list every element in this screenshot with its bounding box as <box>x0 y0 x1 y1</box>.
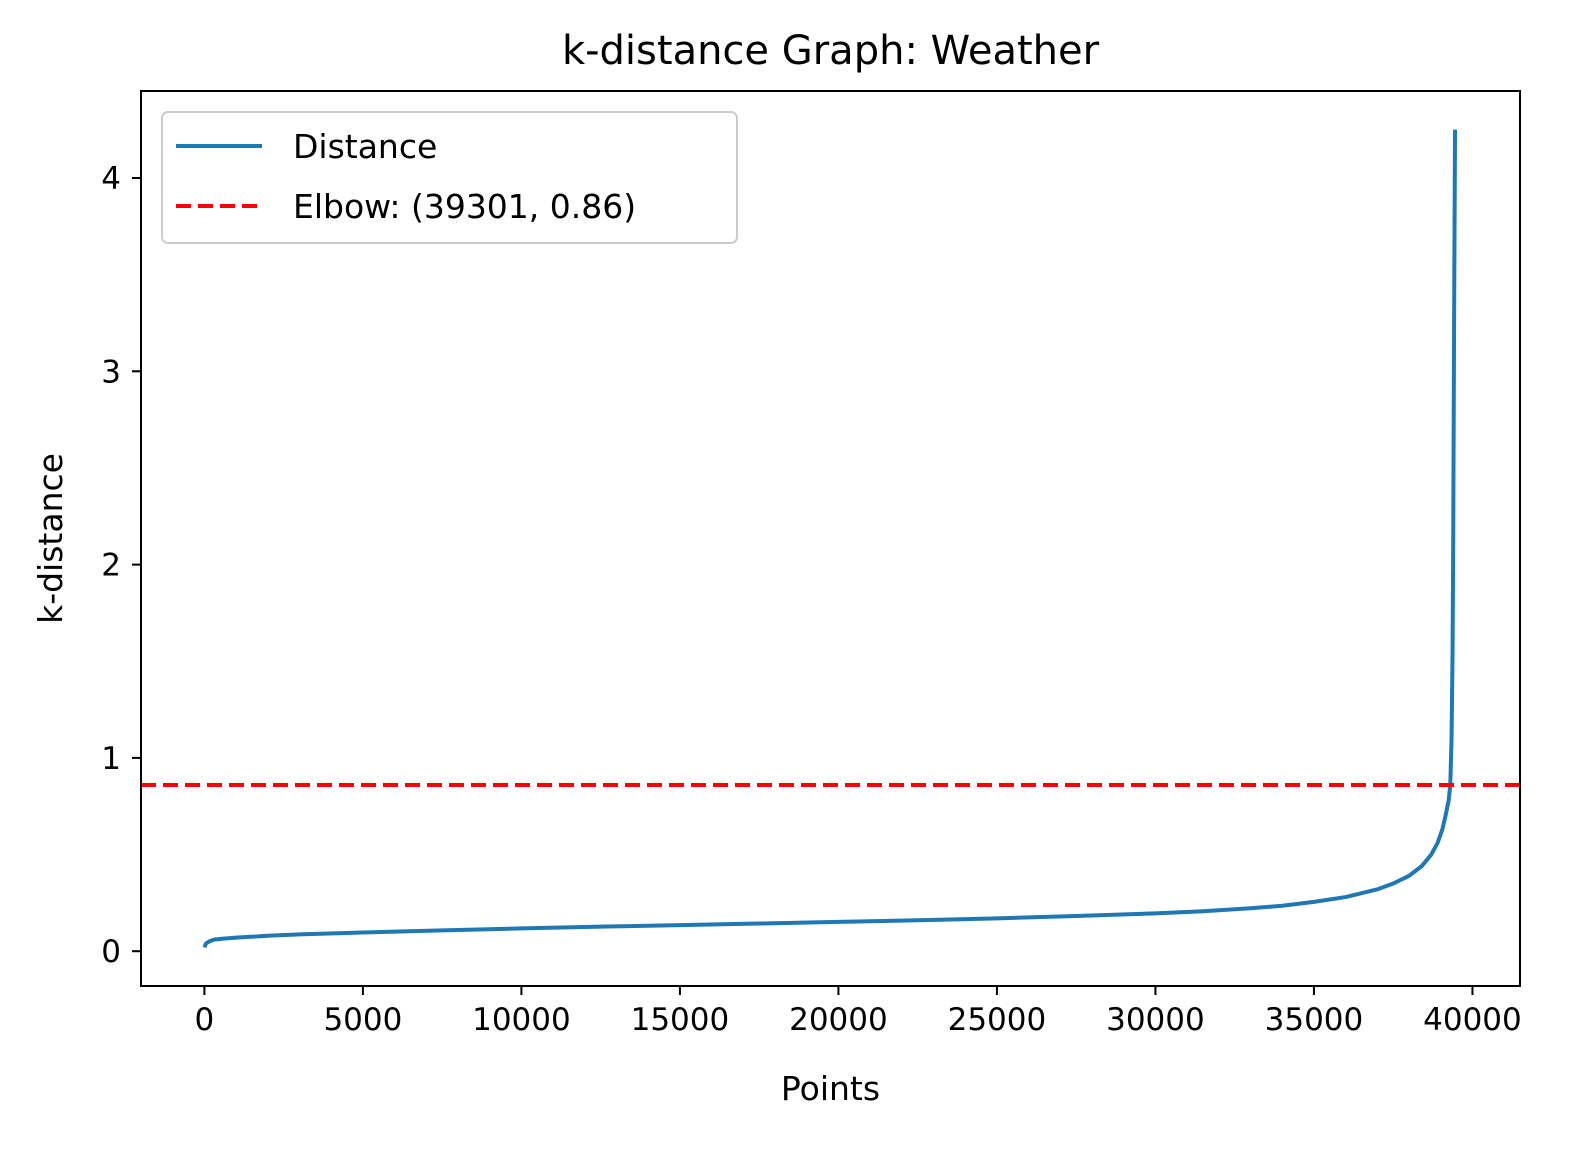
x-tick-label: 40000 <box>1423 1002 1522 1038</box>
x-tick-label: 0 <box>195 1002 215 1038</box>
x-axis-label: Points <box>781 1069 880 1108</box>
plot-clip-group <box>141 129 1520 949</box>
x-tick-label: 20000 <box>789 1002 888 1038</box>
legend-box <box>161 111 738 244</box>
x-tick-label: 15000 <box>631 1002 730 1038</box>
y-tick-label: 2 <box>101 548 121 584</box>
axes: 0 5000 10000 15000 20000 25000 30000 35000 40000… <box>101 90 1522 1038</box>
legend-elbow-label: Elbow: (39301, 0.86) <box>293 187 636 226</box>
x-tick-label: 30000 <box>1106 1002 1205 1038</box>
legend-distance-label: Distance <box>293 127 437 166</box>
plot-area <box>141 129 1520 949</box>
x-tick-label: 35000 <box>1265 1002 1364 1038</box>
legend: Distance Elbow: (39301, 0.86) <box>161 111 738 244</box>
y-tick-label: 4 <box>101 161 121 197</box>
y-tick-label: 3 <box>101 354 121 390</box>
x-tick-label: 25000 <box>948 1002 1047 1038</box>
plot-frame <box>140 90 1521 987</box>
chart-title: k-distance Graph: Weather <box>562 28 1100 74</box>
y-tick-label: 0 <box>101 934 121 970</box>
x-tick-label: 5000 <box>323 1002 402 1038</box>
y-axis-label: k-distance <box>31 453 70 624</box>
distance-series-line <box>202 129 1458 949</box>
y-tick-label: 1 <box>101 741 121 777</box>
x-tick-label: 10000 <box>472 1002 571 1038</box>
